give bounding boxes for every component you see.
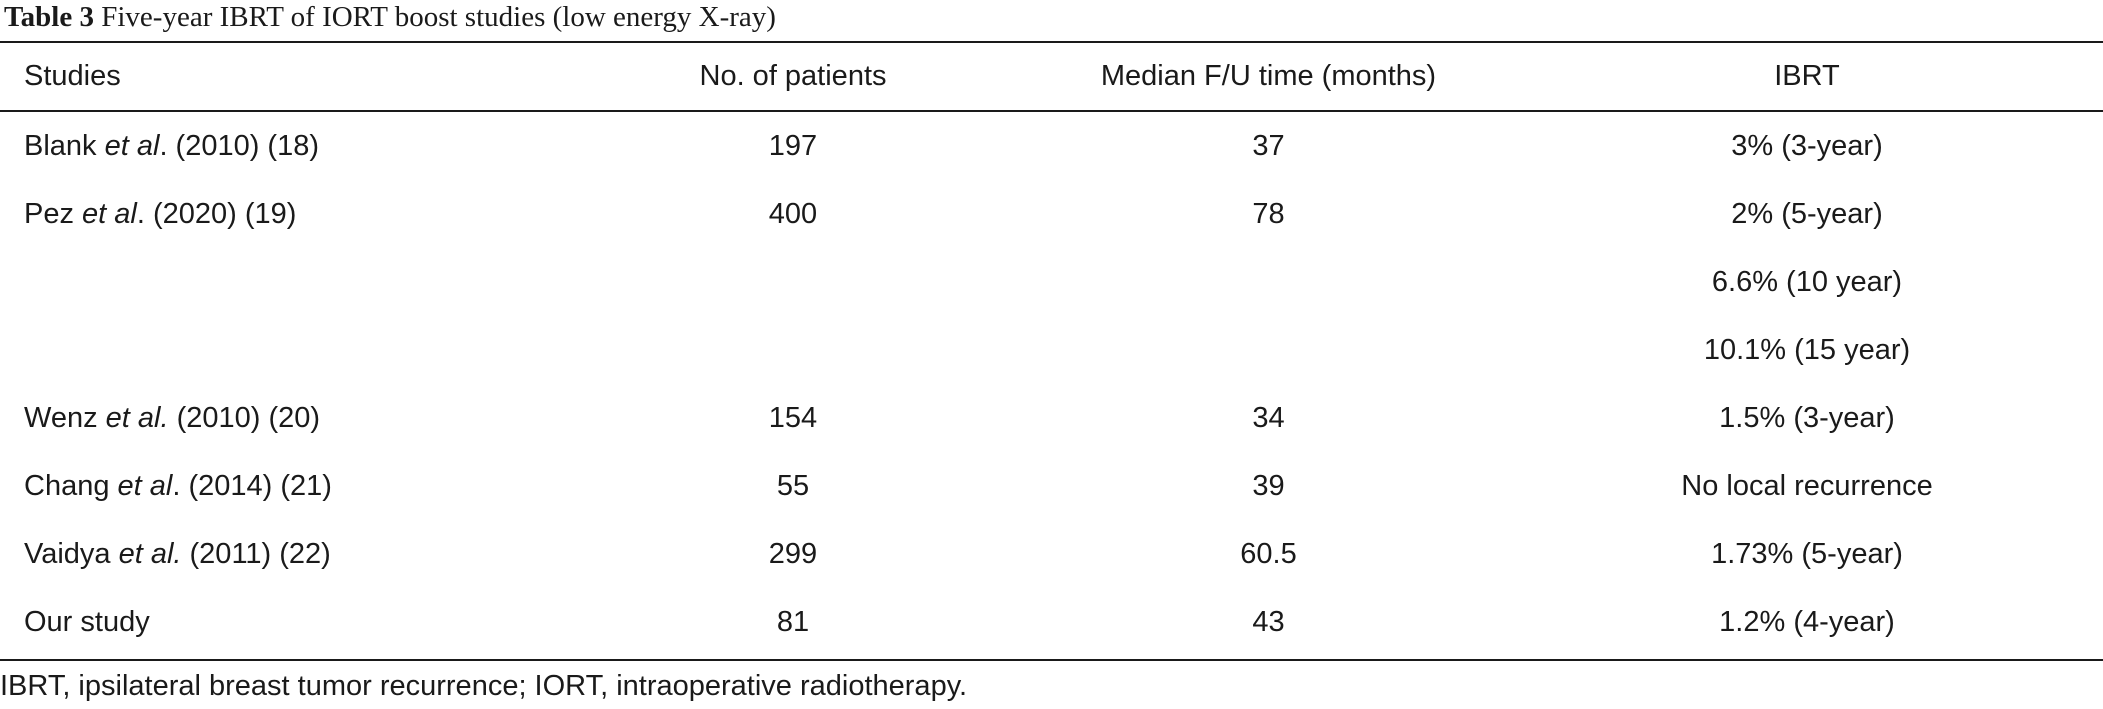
study-citation: (2010) (20): [168, 402, 321, 434]
patients-cell: 55: [776, 470, 810, 502]
study-etal: et al: [117, 470, 173, 502]
study-author: Wenz: [24, 402, 98, 434]
followup-cell: [1026, 316, 1511, 384]
column-header-patients: No. of patients: [699, 60, 887, 92]
study-author: Pez: [24, 198, 74, 230]
ibrt-cell: 1.73% (5-year): [1711, 538, 1903, 570]
results-table: Studies No. of patients Median F/U time …: [0, 43, 2103, 656]
study-cell: Blank et al. (2010) (18): [0, 110, 560, 180]
followup-cell: [1026, 248, 1511, 316]
ibrt-cell: 1.2% (4-year): [1719, 606, 1895, 638]
study-etal: et al.: [105, 402, 169, 434]
followup-cell: 78: [1252, 198, 1285, 230]
study-etal: et al: [104, 130, 160, 162]
header-row: Studies No. of patients Median F/U time …: [0, 43, 2103, 110]
table-label: Table 3: [4, 1, 94, 33]
study-author: Vaidya: [24, 538, 111, 570]
study-cell: Wenz et al. (2010) (20): [0, 384, 560, 452]
study-cell: Chang et al. (2014) (21): [0, 452, 560, 520]
patients-cell: 197: [768, 130, 818, 162]
patients-cell: 299: [768, 538, 818, 570]
top-rule: [0, 41, 2103, 43]
followup-cell: 60.5: [1240, 538, 1297, 570]
study-author: Chang: [24, 470, 110, 502]
table-row: 6.6% (10 year): [0, 248, 2103, 316]
study-cell: Our study: [24, 606, 150, 638]
table-row: 10.1% (15 year): [0, 316, 2103, 384]
study-cell: [0, 316, 560, 384]
ibrt-cell: No local recurrence: [1681, 470, 1933, 502]
table-row: Wenz et al. (2010) (20) 154 34 1.5% (3-y…: [0, 384, 2103, 452]
study-citation: . (2014) (21): [172, 470, 332, 502]
study-citation: . (2020) (19): [136, 198, 297, 230]
table-row: Vaidya et al. (2011) (22) 299 60.5 1.73%…: [0, 520, 2103, 588]
column-header-ibrt: IBRT: [1774, 60, 1840, 92]
bottom-rule: [0, 659, 2103, 661]
study-cell: Vaidya et al. (2011) (22): [0, 520, 560, 588]
table-row: Pez et al. (2020) (19) 400 78 2% (5-year…: [0, 180, 2103, 248]
column-header-followup: Median F/U time (months): [1100, 60, 1437, 92]
followup-cell: 37: [1252, 130, 1285, 162]
study-author: Blank: [24, 130, 97, 162]
column-header-studies: Studies: [24, 60, 121, 92]
study-citation: (2011) (22): [181, 538, 331, 570]
table-row: Chang et al. (2014) (21) 55 39 No local …: [0, 452, 2103, 520]
patients-cell: [560, 316, 1026, 384]
study-etal: et al: [82, 198, 137, 230]
ibrt-cell: 1.5% (3-year): [1719, 402, 1895, 434]
ibrt-cell: 6.6% (10 year): [1711, 266, 1903, 298]
followup-cell: 43: [1252, 606, 1285, 638]
header-rule: [0, 110, 2103, 112]
patients-cell: 81: [776, 606, 810, 638]
study-cell: [0, 248, 560, 316]
table-caption: Table 3 Five-year IBRT of IORT boost stu…: [4, 0, 776, 40]
ibrt-cell: 2% (5-year): [1731, 198, 1883, 230]
ibrt-cell: 10.1% (15 year): [1703, 334, 1911, 366]
ibrt-cell: 3% (3-year): [1731, 130, 1883, 162]
table-row: Our study 81 43 1.2% (4-year): [0, 588, 2103, 656]
patients-cell: 154: [768, 402, 818, 434]
patients-cell: 400: [768, 198, 818, 230]
study-cell: Pez et al. (2020) (19): [0, 180, 560, 248]
table-title: Five-year IBRT of IORT boost studies (lo…: [101, 1, 776, 33]
followup-cell: 34: [1252, 402, 1285, 434]
table-footnote: IBRT, ipsilateral breast tumor recurrenc…: [0, 670, 968, 702]
followup-cell: 39: [1252, 470, 1285, 502]
patients-cell: [560, 248, 1026, 316]
study-citation: . (2010) (18): [159, 130, 320, 162]
table-row: Blank et al. (2010) (18) 197 37 3% (3-ye…: [0, 110, 2103, 180]
study-etal: et al.: [118, 538, 182, 570]
